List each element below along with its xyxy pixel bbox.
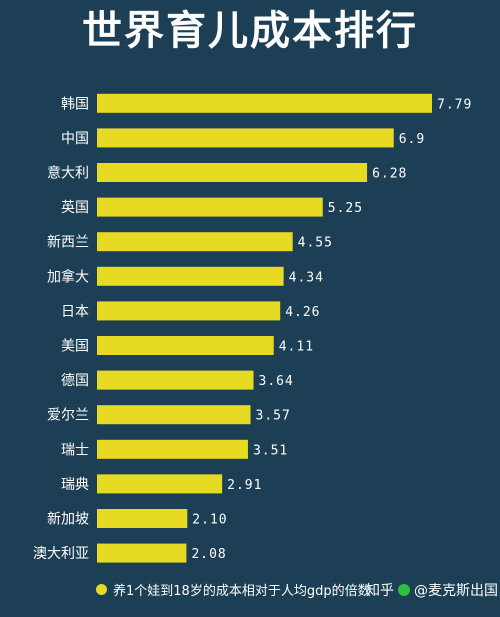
bar [97, 301, 281, 321]
category-label: 意大利 [47, 165, 89, 182]
bar [97, 266, 284, 286]
bar [97, 128, 394, 148]
category-label: 新加坡 [47, 512, 89, 528]
category-label: 澳大利亚 [33, 546, 89, 562]
legend-swatch [96, 584, 107, 595]
value-label: 2.08 [191, 547, 226, 562]
bar [97, 370, 254, 390]
category-label: 瑞士 [61, 442, 89, 458]
chart-title: 世界育儿成本排行 [82, 8, 418, 54]
watermark: 知乎 @麦克斯出国 [366, 580, 498, 600]
value-label: 6.9 [399, 132, 425, 147]
category-label: 爱尔兰 [47, 408, 89, 424]
bar [97, 336, 274, 355]
bar [97, 509, 188, 528]
bar [97, 543, 187, 563]
value-label: 2.91 [227, 478, 262, 493]
watermark-handle: @麦克斯出国 [414, 583, 498, 599]
watermark-brand: 知乎 [366, 583, 394, 599]
value-label: 4.26 [285, 305, 320, 320]
legend: 养1个娃到18岁的成本相对于人均gdp的倍数 [96, 580, 371, 599]
category-label: 韩国 [61, 96, 89, 112]
bar [97, 93, 432, 113]
watermark-logo-icon [398, 584, 410, 596]
value-label: 4.11 [279, 340, 314, 355]
category-label: 德国 [61, 373, 89, 389]
category-label: 英国 [61, 199, 89, 216]
value-label: 3.57 [256, 409, 291, 424]
value-label: 3.51 [253, 443, 288, 458]
value-label: 4.34 [289, 270, 324, 285]
bar [97, 474, 223, 494]
category-label: 瑞典 [61, 477, 89, 493]
category-label: 加拿大 [47, 268, 89, 285]
bar [97, 439, 248, 459]
category-label: 新西兰 [47, 235, 89, 251]
value-label: 6.28 [372, 167, 407, 182]
value-label: 4.55 [298, 236, 333, 251]
value-label: 2.10 [192, 513, 227, 528]
category-label: 美国 [61, 339, 89, 355]
bar [97, 163, 368, 182]
value-label: 3.64 [259, 374, 294, 389]
value-label: 7.79 [437, 97, 472, 112]
legend-label: 养1个娃到18岁的成本相对于人均gdp的倍数 [113, 584, 371, 599]
bar [97, 197, 323, 217]
value-label: 5.25 [328, 201, 363, 216]
category-label: 日本 [61, 304, 89, 320]
bar [97, 405, 251, 425]
bar [97, 232, 293, 252]
category-label: 中国 [61, 131, 89, 147]
